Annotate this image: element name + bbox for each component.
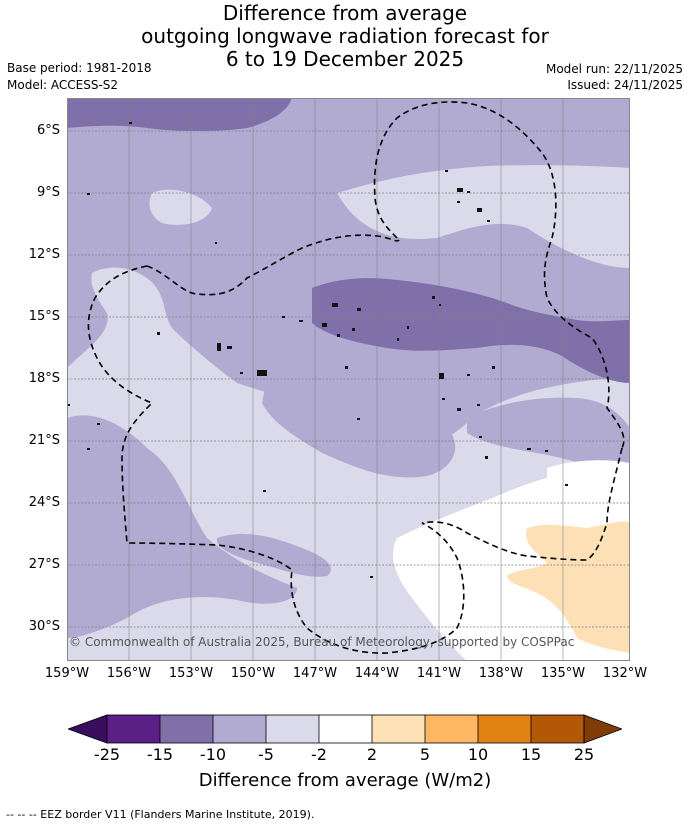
- colorbar-tick: -25: [93, 745, 121, 764]
- colorbar-segment: [213, 715, 266, 743]
- colorbar-tick: 5: [419, 745, 431, 764]
- map-panel: © Commonwealth of Australia 2025, Bureau…: [67, 98, 630, 661]
- islands: [67, 122, 568, 578]
- colorbar-tick: -5: [258, 745, 274, 764]
- colorbar-segment: [107, 715, 160, 743]
- contour-light-west: [149, 189, 212, 225]
- colorbar-segment: [372, 715, 425, 743]
- colorbar-segment: [531, 715, 584, 743]
- lat-label: 30°S: [28, 619, 60, 634]
- colorbar-tick: -10: [199, 745, 227, 764]
- lon-label: 144°W: [354, 666, 400, 681]
- colorbar-tick: -2: [311, 745, 327, 764]
- colorbar-under-arrow: [68, 714, 108, 744]
- colorbar-tick: 25: [573, 745, 595, 764]
- model-name: Model: ACCESS-S2: [7, 78, 119, 92]
- eez-borders: [87, 101, 625, 654]
- lat-label: 21°S: [28, 433, 60, 448]
- colorbar-tick: 2: [366, 745, 378, 764]
- model-run: Model run: 22/11/2025: [545, 62, 683, 76]
- lon-label: 150°W: [230, 666, 276, 681]
- base-period: Base period: 1981-2018: [7, 61, 152, 75]
- contour-medium-east: [467, 397, 630, 478]
- title-line-1: Difference from average: [222, 1, 468, 25]
- title-line-3: 6 to 19 December 2025: [225, 47, 465, 71]
- lon-label: 138°W: [478, 666, 524, 681]
- colorbar-segment: [160, 715, 213, 743]
- colorbar-tick: 10: [467, 745, 489, 764]
- contour-medium-strip: [216, 533, 331, 577]
- colorbar-segment: [266, 715, 319, 743]
- lat-label: 9°S: [36, 185, 60, 200]
- colorbar-segment: [425, 715, 478, 743]
- lon-label: 147°W: [292, 666, 338, 681]
- lat-label: 24°S: [28, 495, 60, 510]
- lon-label: 156°W: [106, 666, 152, 681]
- lat-label: 6°S: [36, 123, 60, 138]
- colorbar-title: Difference from average (W/m2): [198, 770, 492, 791]
- lon-label: 153°W: [168, 666, 214, 681]
- lon-label: 132°W: [602, 666, 648, 681]
- title-line-2: outgoing longwave radiation forecast for: [141, 24, 549, 48]
- contour-dark-band: [312, 278, 630, 383]
- colorbar-over-arrow: [583, 714, 622, 744]
- contour-light-north: [337, 165, 630, 268]
- map-copyright: © Commonwealth of Australia 2025, Bureau…: [69, 635, 574, 649]
- colorbar-tick: -15: [146, 745, 174, 764]
- contour-medium-center: [262, 372, 456, 478]
- contour-positive-east: [507, 521, 630, 653]
- eez-legend: -- -- -- EEZ border V11 (Flanders Marine…: [6, 808, 315, 821]
- lat-label: 18°S: [28, 371, 60, 386]
- contour-dark-northwest: [67, 98, 292, 131]
- colorbar-segment: [478, 715, 531, 743]
- contour-medium-southwest: [67, 415, 297, 638]
- contour-neutral-east: [547, 460, 630, 528]
- lon-label: 141°W: [416, 666, 462, 681]
- colorbar-segment: [319, 715, 372, 743]
- colorbar: [68, 714, 622, 744]
- lat-label: 15°S: [28, 309, 60, 324]
- colorbar-tick: 15: [520, 745, 542, 764]
- lon-label: 159°W: [44, 666, 90, 681]
- lon-label: 135°W: [540, 666, 586, 681]
- lat-label: 27°S: [28, 557, 60, 572]
- graticule: [67, 98, 630, 661]
- lat-label: 12°S: [28, 247, 60, 262]
- issued-date: Issued: 24/11/2025: [567, 78, 683, 92]
